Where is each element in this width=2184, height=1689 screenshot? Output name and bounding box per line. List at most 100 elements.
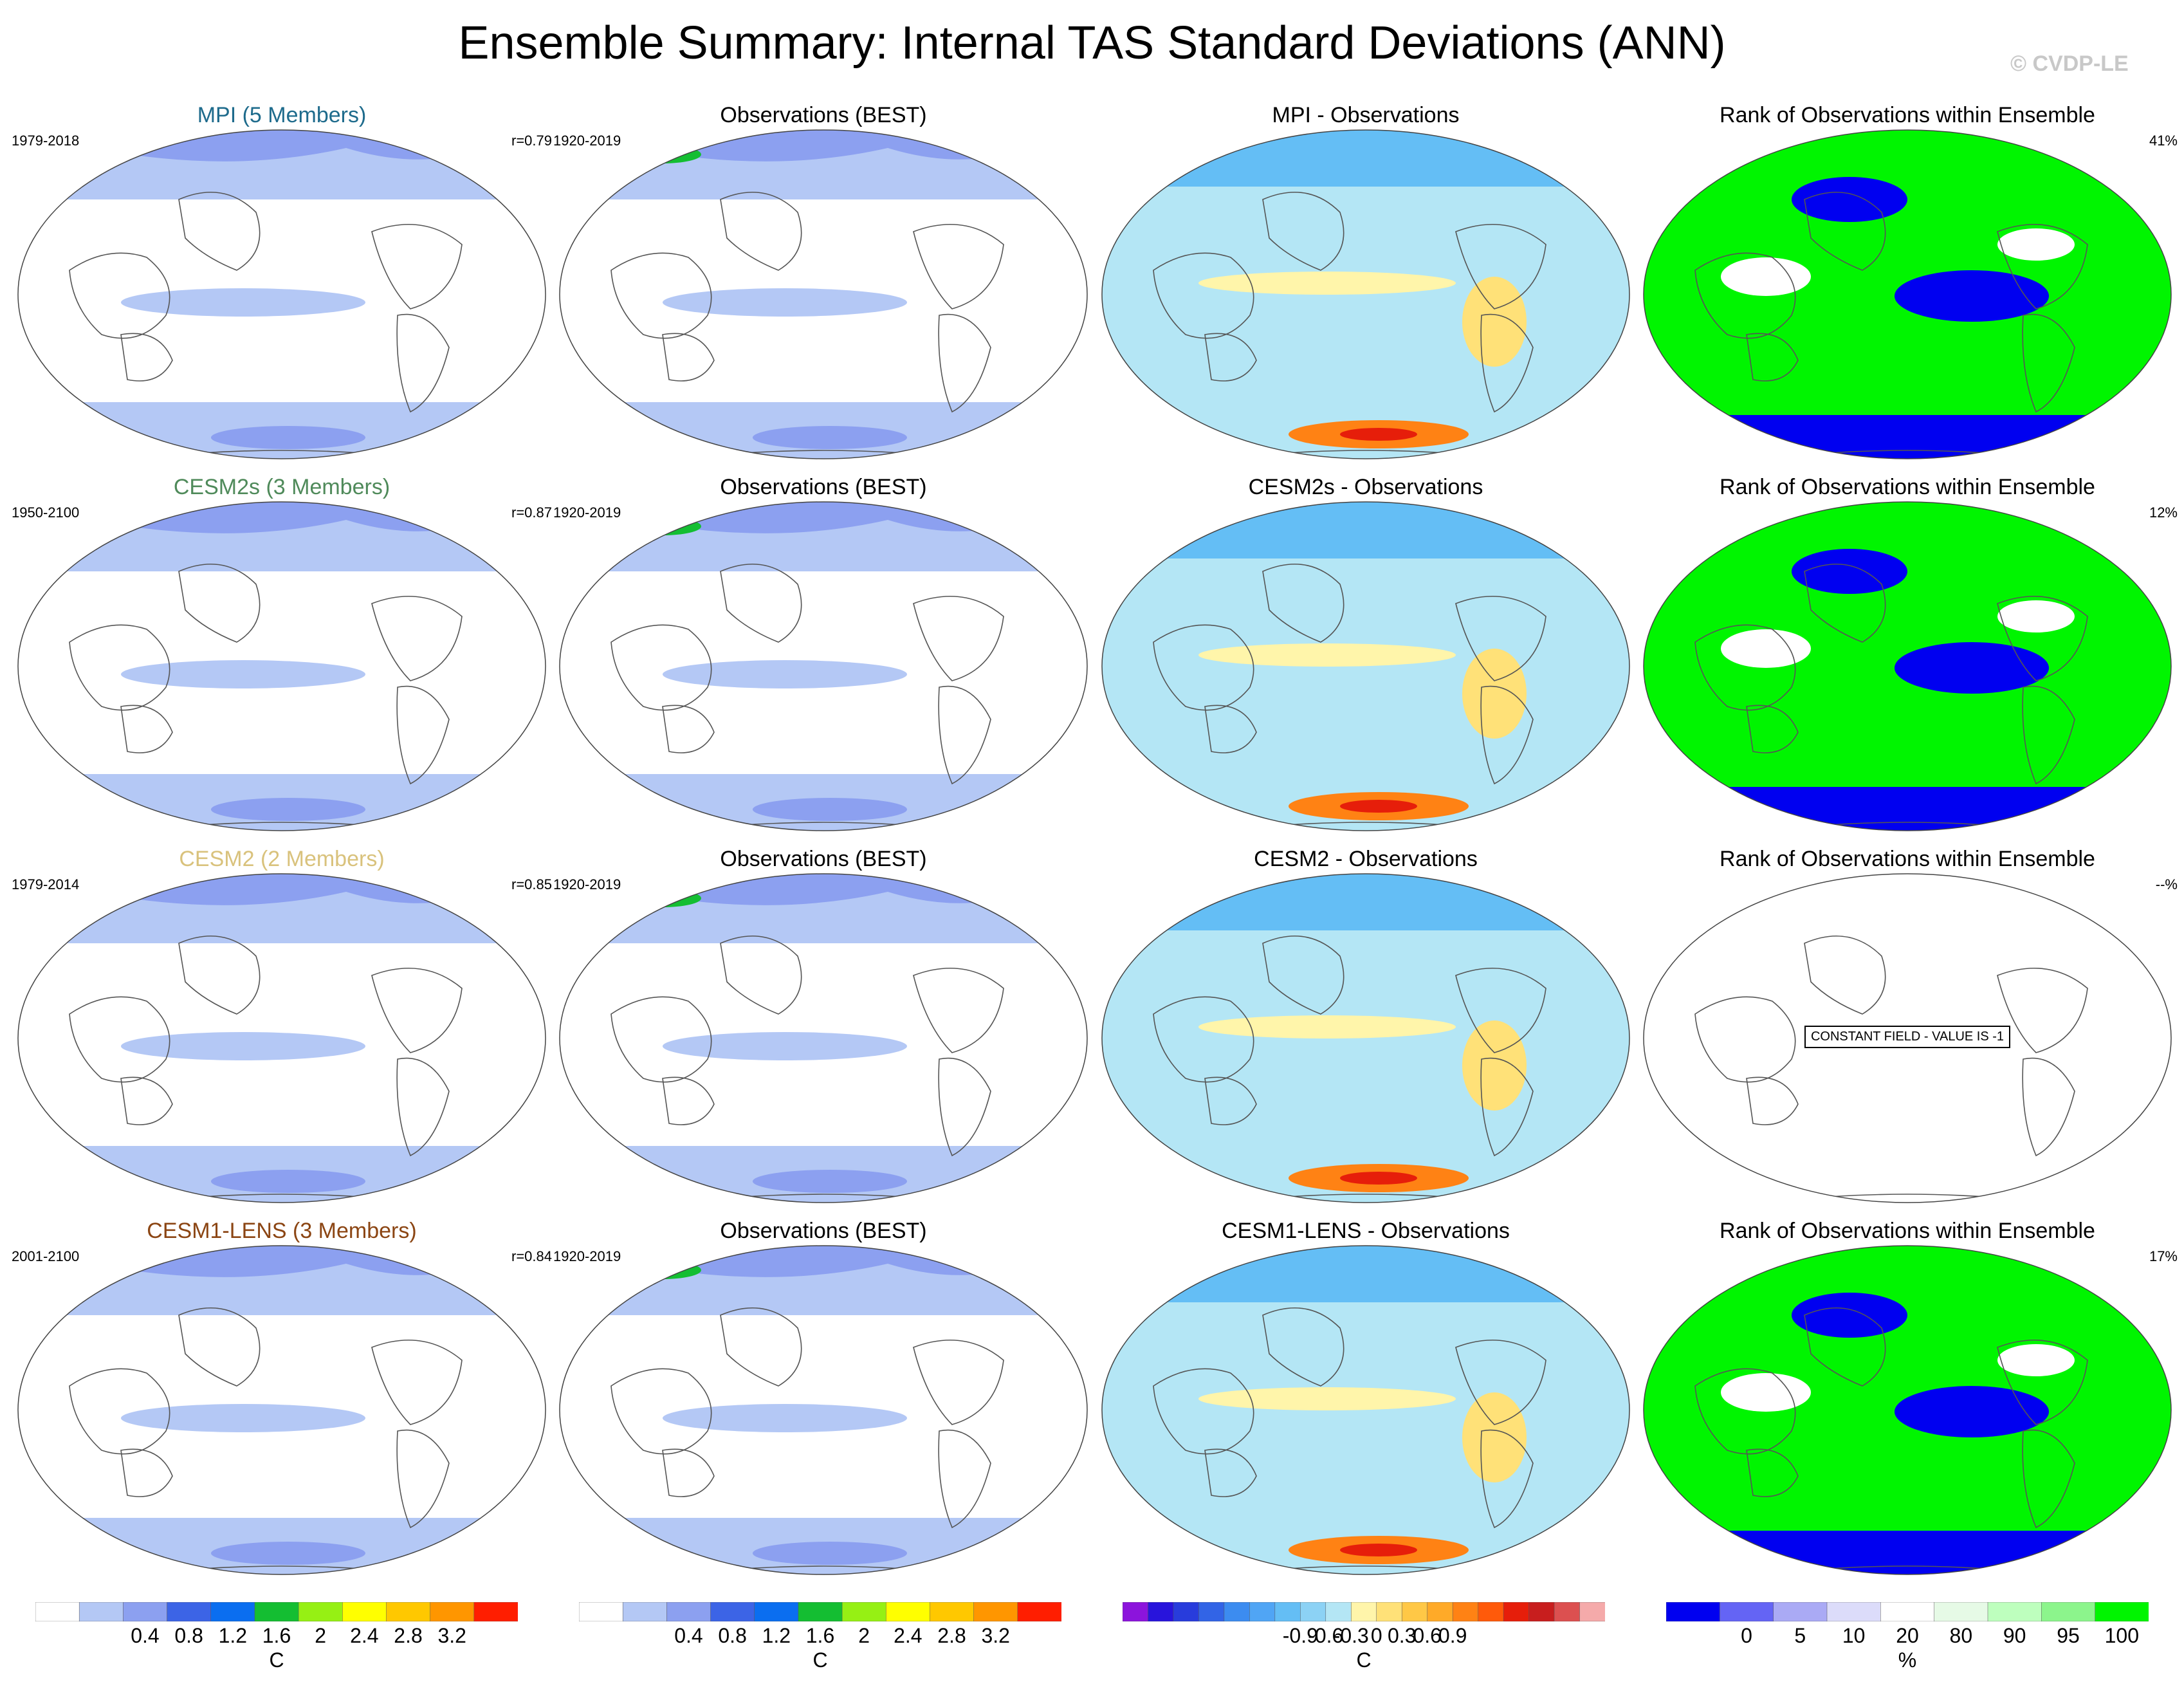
diff-title-3: CESM2 - Observations [1254,847,1478,871]
obs-title-4: Observations (BEST) [720,1219,927,1243]
colorbar-3-box [1478,1601,1504,1622]
obs-title-2: Observations (BEST) [720,475,927,499]
colorbar-2-box [930,1601,975,1622]
model-correlation-3: r=0.85 [511,876,552,892]
colorbar-1-tick-label: 2.4 [350,1624,379,1647]
diff-title-4: CESM1-LENS - Observations [1222,1219,1510,1243]
colorbar-3-box [1401,1601,1428,1622]
colorbar-2-ticks: 0.4 0.8 1.2 1.6 2 2.4 2.8 3.2 [579,1624,1061,1650]
colorbar-2-unit: C [812,1648,828,1672]
colorbar-1-box [473,1601,518,1622]
constant-field-text: CONSTANT FIELD - VALUE IS -1 [1804,1025,2011,1048]
colorbar-3-tick-label: 0.6 [1413,1624,1442,1647]
colorbar-4-tick-label: 5 [1794,1624,1806,1647]
watermark: © CVDP-LE [2010,51,2129,76]
panel-obs-1: Observations (BEST) 1920-2019 [553,103,1094,463]
colorbar-1-box [123,1601,168,1622]
panel-diff-4: CESM1-LENS - Observations [1096,1219,1636,1578]
colorbar-1-swatches [35,1601,518,1622]
panel-rank-1: Rank of Observations within Ensemble 41% [1637,103,2178,463]
colorbar-1-unit: C [269,1648,284,1672]
colorbar-3: -0.9 -0.6 -0.3 0 0.3 0.6 0.9 C [1122,1601,1606,1679]
colorbar-2-tick-label: 0.8 [718,1624,747,1647]
colorbar-1-box [35,1601,80,1622]
panel-model-4: CESM1-LENS (3 Members) 2001-2100 r=0.84 [12,1219,552,1578]
panel-obs-2: Observations (BEST) 1920-2019 [553,475,1094,835]
model-period-2: 1950-2100 [12,504,80,521]
colorbar-4-unit: % [1898,1648,1917,1672]
obs-period-4: 1920-2019 [553,1248,621,1264]
rank-rank-percent-4: 17% [2149,1248,2178,1264]
colorbar-2-swatches [578,1601,1062,1622]
model-map-2 [17,501,546,831]
panel-obs-4: Observations (BEST) 1920-2019 [553,1219,1094,1578]
model-period-3: 1979-2014 [12,876,80,892]
panel-model-3: CESM2 (2 Members) 1979-2014 r=0.85 [12,847,552,1206]
panel-rank-2: Rank of Observations within Ensemble 12% [1637,475,2178,835]
diff-title-1: MPI - Observations [1272,103,1460,127]
colorbar-3-box [1122,1601,1149,1622]
model-title-1: MPI (5 Members) [197,103,367,127]
colorbar-4-tick-label: 20 [1896,1624,1919,1647]
colorbar-2-box [886,1601,931,1622]
diff-map-1 [1101,129,1630,459]
model-period-1: 1979-2018 [12,133,80,149]
rank-map-1 [1643,129,2172,459]
diff-map-4 [1101,1245,1630,1575]
colorbar-2-tick-label: 0.4 [674,1624,703,1647]
colorbar-1-tick-label: 3.2 [437,1624,466,1647]
colorbar-4-box [1880,1601,1935,1622]
diff-title-2: CESM2s - Observations [1248,475,1483,499]
colorbar-1-tick-label: 0.4 [131,1624,160,1647]
colorbar-4-tick-label: 100 [2104,1624,2140,1647]
obs-period-1: 1920-2019 [553,133,621,149]
colorbar-1-ticks: 0.4 0.8 1.2 1.6 2 2.4 2.8 3.2 [35,1624,518,1650]
colorbar-3-box [1224,1601,1251,1622]
colorbar-3-box [1274,1601,1301,1622]
obs-map-1 [559,129,1088,459]
colorbar-1-box [386,1601,431,1622]
colorbar-3-unit: C [1356,1648,1372,1672]
colorbar-4-tick-label: 90 [2003,1624,2026,1647]
obs-map-3 [559,873,1088,1203]
rank-title-1: Rank of Observations within Ensemble [1720,103,2095,127]
colorbar-2: 0.4 0.8 1.2 1.6 2 2.4 2.8 3.2 C [578,1601,1062,1679]
panel-diff-1: MPI - Observations [1096,103,1636,463]
colorbar-3-box [1452,1601,1479,1622]
colorbar-2-tick-label: 2.4 [894,1624,922,1647]
colorbar-2-box [841,1601,887,1622]
model-correlation-4: r=0.84 [511,1248,552,1264]
colorbar-2-tick-label: 2 [858,1624,870,1647]
obs-period-2: 1920-2019 [553,504,621,521]
colorbar-1-box [342,1601,387,1622]
colorbar-2-box [622,1601,668,1622]
rank-title-2: Rank of Observations within Ensemble [1720,475,2095,499]
colorbar-2-box [710,1601,755,1622]
model-correlation-2: r=0.87 [511,504,552,521]
colorbar-3-box [1198,1601,1225,1622]
panel-obs-3: Observations (BEST) 1920-2019 [553,847,1094,1206]
rank-rank-percent-1: 41% [2149,133,2178,149]
colorbar-1-tick-label: 1.6 [262,1624,291,1647]
obs-map-2 [559,501,1088,831]
model-title-2: CESM2s (3 Members) [173,475,390,499]
colorbar-3-swatches [1122,1601,1606,1622]
colorbar-4-ticks: 0 5 10 20 80 90 95 100 [1666,1624,2149,1650]
colorbar-2-tick-label: 1.6 [805,1624,835,1647]
colorbar-2-box [798,1601,843,1622]
colorbar-1-box [298,1601,344,1622]
colorbar-3-box [1148,1601,1174,1622]
model-correlation-1: r=0.79 [511,133,552,149]
colorbar-3-box [1427,1601,1453,1622]
model-map-1 [17,129,546,459]
colorbar-4-box [2041,1601,2096,1622]
model-title-4: CESM1-LENS (3 Members) [147,1219,417,1243]
colorbar-1-box [430,1601,475,1622]
colorbar-3-tick-label: 0.3 [1387,1624,1417,1647]
colorbar-4-box [1826,1601,1882,1622]
colorbar-3-box [1503,1601,1530,1622]
colorbar-1: 0.4 0.8 1.2 1.6 2 2.4 2.8 3.2 C [35,1601,518,1679]
panel-rank-4: Rank of Observations within Ensemble 17% [1637,1219,2178,1578]
colorbar-3-tick-label: -0.9 [1282,1624,1318,1647]
rank-title-3: Rank of Observations within Ensemble [1720,847,2095,871]
